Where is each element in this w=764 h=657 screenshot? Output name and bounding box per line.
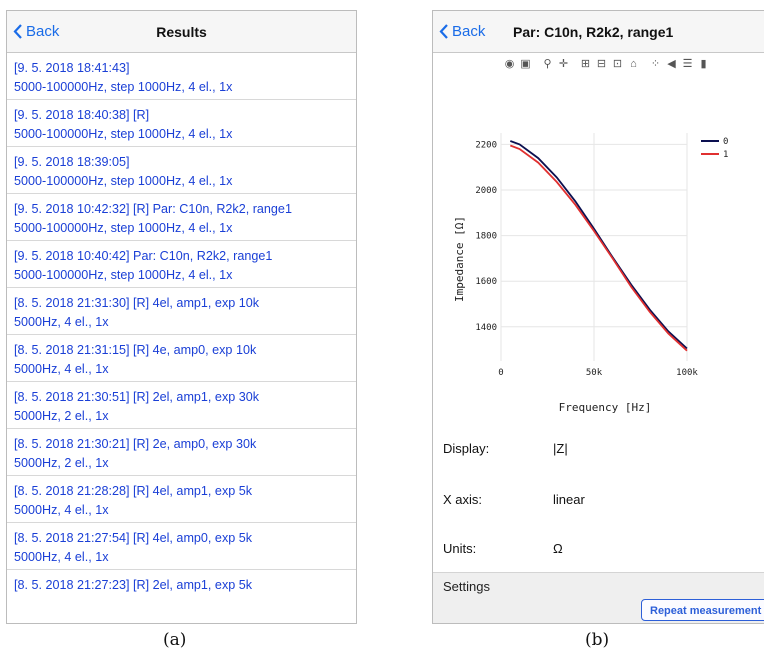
item-detail: 5000Hz, 4 el., 1x — [14, 502, 109, 517]
series-line-0 — [509, 140, 688, 350]
y-tick-label: 2200 — [475, 140, 497, 150]
display-value: |Z| — [553, 441, 568, 456]
item-title: [9. 5. 2018 18:41:43] — [14, 61, 130, 75]
display-row[interactable]: Display: |Z| — [443, 441, 764, 456]
chart-lines — [509, 140, 688, 352]
back-button[interactable]: Back — [439, 23, 485, 40]
chevron-left-icon — [13, 24, 22, 39]
zoom-out-icon[interactable]: ⊟ — [596, 57, 607, 70]
x-axis-row[interactable]: X axis: linear — [443, 492, 764, 507]
item-detail: 5000-100000Hz, step 1000Hz, 4 el., 1x — [14, 173, 233, 188]
chart-legend: 01 — [701, 137, 728, 160]
item-detail: 5000-100000Hz, step 1000Hz, 4 el., 1x — [14, 220, 233, 235]
series-line-1 — [509, 144, 688, 352]
plot-toolbar: ◉ ▣ ⚲ ✛ ⊞ ⊟ ⊡ ⌂ ⁘ ◀ ☰ ▮ — [503, 56, 713, 72]
hover-compare-icon[interactable]: ☰ — [682, 57, 693, 70]
units-value: Ω — [553, 541, 563, 556]
item-title: [9. 5. 2018 18:39:05] — [14, 155, 130, 169]
units-label: Units: — [443, 541, 477, 556]
list-item[interactable]: [9. 5. 2018 10:40:42] Par: C10n, R2k2, r… — [7, 241, 356, 288]
item-detail: 5000Hz, 4 el., 1x — [14, 549, 109, 564]
item-detail: 5000-100000Hz, step 1000Hz, 4 el., 1x — [14, 267, 233, 282]
caption-b: (b) — [585, 630, 610, 650]
list-item[interactable]: [9. 5. 2018 18:40:38] [R] 5000-100000Hz, … — [7, 100, 356, 147]
y-tick-label: 1800 — [475, 232, 497, 242]
display-label: Display: — [443, 441, 490, 456]
item-detail: 5000-100000Hz, step 1000Hz, 4 el., 1x — [14, 79, 233, 94]
list-item[interactable]: [8. 5. 2018 21:28:28] [R] 4el, amp1, exp… — [7, 476, 356, 523]
list-item[interactable]: [9. 5. 2018 10:42:32] [R] Par: C10n, R2k… — [7, 194, 356, 241]
x-tick-label: 100k — [676, 368, 698, 378]
page-title: Results — [156, 24, 207, 40]
item-title: [8. 5. 2018 21:28:28] [R] 4el, amp1, exp… — [14, 484, 253, 498]
item-detail: 5000Hz, 2 el., 1x — [14, 408, 109, 423]
results-list: [9. 5. 2018 18:41:43] 5000-100000Hz, step… — [7, 53, 356, 600]
item-title: [8. 5. 2018 21:31:15] [R] 4e, amp0, exp … — [14, 343, 257, 357]
item-title: [8. 5. 2018 21:30:21] [R] 2e, amp0, exp … — [14, 437, 257, 451]
y-tick-label: 1600 — [475, 277, 497, 287]
x-axis-label: Frequency [Hz] — [559, 401, 652, 413]
item-detail: 5000Hz, 4 el., 1x — [14, 361, 109, 376]
chart-grid — [500, 133, 688, 361]
item-detail: 5000-100000Hz, step 1000Hz, 4 el., 1x — [14, 126, 233, 141]
x-tick-label: 0 — [498, 368, 503, 378]
zoom-in-icon[interactable]: ⊞ — [580, 57, 591, 70]
item-title: [8. 5. 2018 21:31:30] [R] 4el, amp1, exp… — [14, 296, 260, 310]
x-tick-label: 50k — [586, 368, 603, 378]
nav-bar: Back Par: C10n, R2k2, range1 — [433, 11, 764, 53]
item-title: [8. 5. 2018 21:27:54] [R] 4el, amp0, exp… — [14, 531, 253, 545]
item-detail: 5000Hz, 2 el., 1x — [14, 455, 109, 470]
x-axis-value: linear — [553, 492, 585, 507]
hover-closest-icon[interactable]: ◀ — [667, 57, 676, 70]
settings-bar: Settings Repeat measurement — [433, 572, 764, 623]
repeat-measurement-button[interactable]: Repeat measurement — [641, 599, 764, 621]
save-icon[interactable]: ▣ — [520, 57, 531, 70]
list-item[interactable]: [8. 5. 2018 21:31:15] [R] 4e, amp0, exp … — [7, 335, 356, 382]
item-title: [9. 5. 2018 10:40:42] Par: C10n, R2k2, r… — [14, 249, 273, 263]
chart-ticks: 0 50k 100k 1400 1600 1800 2000 2200 — [475, 140, 698, 378]
units-row[interactable]: Units: Ω — [443, 541, 764, 556]
item-title: [8. 5. 2018 21:30:51] [R] 2el, amp1, exp… — [14, 390, 260, 404]
autoscale-icon[interactable]: ⊡ — [612, 57, 623, 70]
back-button[interactable]: Back — [13, 23, 59, 40]
back-label: Back — [26, 23, 60, 40]
y-axis-label: Impedance [Ω] — [453, 216, 466, 302]
legend-label: 1 — [723, 150, 728, 160]
back-label: Back — [452, 23, 486, 40]
legend-label: 0 — [723, 137, 728, 147]
list-item[interactable]: [9. 5. 2018 18:39:05] 5000-100000Hz, step… — [7, 147, 356, 194]
caption-a: (a) — [163, 630, 187, 650]
list-item[interactable]: [8. 5. 2018 21:27:23] [R] 2el, amp1, exp… — [7, 570, 356, 600]
item-title: [8. 5. 2018 21:27:23] [R] 2el, amp1, exp… — [14, 578, 253, 592]
list-item[interactable]: [8. 5. 2018 21:27:54] [R] 4el, amp0, exp… — [7, 523, 356, 570]
x-axis-setting-label: X axis: — [443, 492, 483, 507]
y-tick-label: 2000 — [475, 186, 497, 196]
camera-icon[interactable]: ◉ — [504, 57, 515, 70]
list-item[interactable]: [8. 5. 2018 21:30:51] [R] 2el, amp1, exp… — [7, 382, 356, 429]
home-icon[interactable]: ⌂ — [630, 57, 637, 70]
pan-icon[interactable]: ✛ — [558, 57, 569, 70]
plotly-logo-icon: ▮ — [700, 57, 707, 70]
results-screen: Back Results [9. 5. 2018 18:41:43] 5000-1… — [6, 10, 357, 624]
measurement-screen: Back Par: C10n, R2k2, range1 ◉ ▣ ⚲ ✛ ⊞ ⊟… — [432, 10, 764, 624]
nav-bar: Back Results — [7, 11, 356, 53]
item-title: [9. 5. 2018 18:40:38] [R] — [14, 108, 150, 122]
y-tick-label: 1400 — [475, 323, 497, 333]
zoom-icon[interactable]: ⚲ — [543, 57, 552, 70]
settings-label: Settings — [443, 579, 490, 594]
spike-lines-icon[interactable]: ⁘ — [650, 57, 661, 70]
item-title: [9. 5. 2018 10:42:32] [R] Par: C10n, R2k… — [14, 202, 292, 216]
list-item[interactable]: [9. 5. 2018 18:41:43] 5000-100000Hz, step… — [7, 53, 356, 100]
chevron-left-icon — [439, 24, 448, 39]
item-detail: 5000Hz, 4 el., 1x — [14, 314, 109, 329]
page-title: Par: C10n, R2k2, range1 — [513, 24, 674, 40]
list-item[interactable]: [8. 5. 2018 21:31:30] [R] 4el, amp1, exp… — [7, 288, 356, 335]
list-item[interactable]: [8. 5. 2018 21:30:21] [R] 2e, amp0, exp … — [7, 429, 356, 476]
